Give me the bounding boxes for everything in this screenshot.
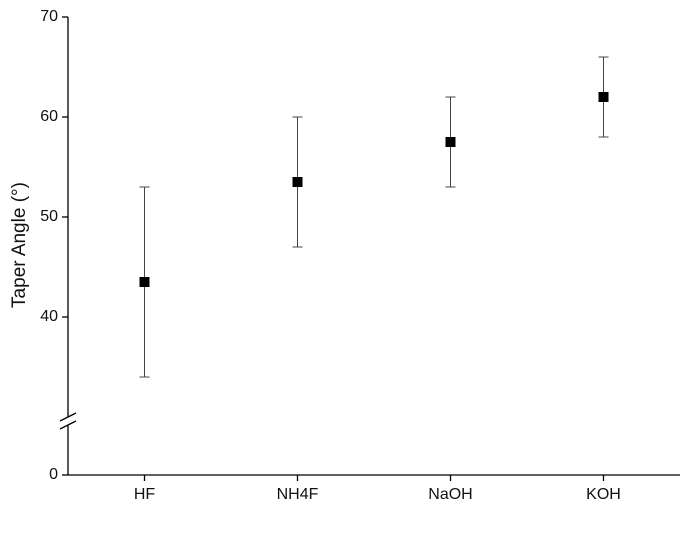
y-tick-label: 40: [40, 308, 58, 325]
point: [139, 277, 150, 287]
x-tick-label: NaOH: [428, 486, 472, 503]
x-tick-label: KOH: [586, 486, 621, 503]
y-tick-label: 60: [40, 108, 58, 125]
y-tick-label: 50: [40, 208, 58, 225]
x-tick-label: NH4F: [277, 486, 319, 503]
axis-break: [59, 420, 77, 430]
y-axis-label: Taper Angle (°): [9, 182, 30, 308]
point: [445, 137, 456, 147]
y-tick-label: 0: [49, 466, 58, 483]
x-tick-label: HF: [134, 486, 156, 503]
point: [598, 92, 609, 102]
y-tick-label: 70: [40, 8, 58, 25]
point: [292, 177, 303, 187]
axis-break: [59, 412, 77, 422]
